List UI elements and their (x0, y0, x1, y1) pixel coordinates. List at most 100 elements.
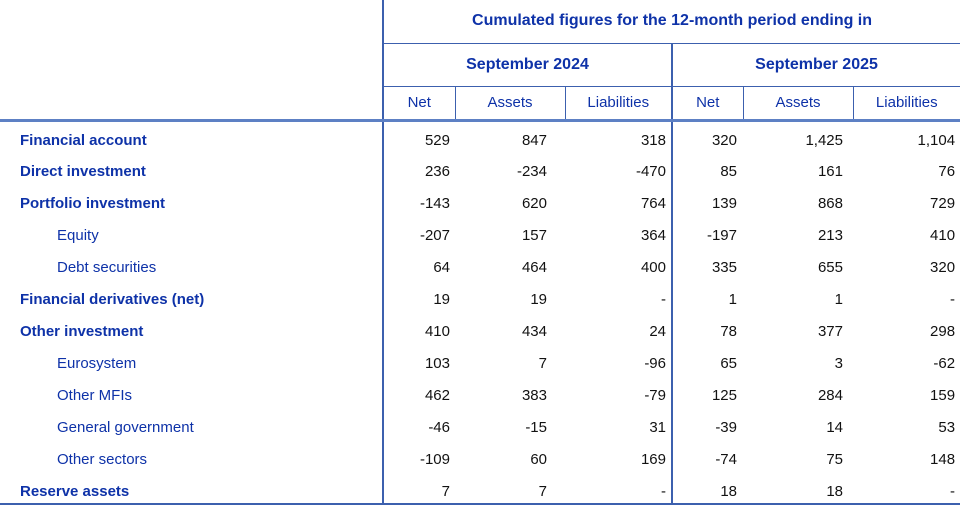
value-cell: 19 (530, 291, 547, 308)
period-header-september-2025: September 2025 (670, 43, 960, 87)
row-label: Debt securities (0, 248, 384, 280)
table-body: Financial account 529 847 318 320 1,425 1,104 D… (0, 120, 960, 505)
value-cell: -207 (419, 227, 450, 244)
value-cell: 31 (565, 408, 673, 440)
value-cell: 161 (817, 163, 843, 180)
value-cell: -109 (419, 451, 450, 468)
value-cell: 7 (455, 472, 565, 505)
value-cell: -96 (565, 344, 673, 376)
value-cell: 64 (433, 259, 450, 276)
value-cell: -79 (565, 376, 673, 408)
column-header-row: Net Assets Liabilities Net Assets Liabilities (0, 86, 960, 122)
value-cell: 410 (424, 323, 450, 340)
value-cell: 18 (743, 472, 853, 505)
value-cell: 1,425 (805, 131, 843, 149)
value-cell: 320 (930, 259, 956, 276)
value-cell: 148 (930, 451, 956, 468)
title-row: Cumulated figures for the 12-month perio… (0, 0, 960, 44)
table-row: Direct investment 236 -234 -470 85 161 76 (0, 152, 960, 184)
value-cell: 284 (817, 387, 843, 404)
value-cell: 529 (424, 131, 450, 149)
value-cell: 1 (834, 291, 843, 308)
row-label: Eurosystem (0, 344, 384, 376)
value-cell: 729 (930, 195, 956, 212)
value-cell: 85 (720, 163, 737, 180)
value-cell: 19 (433, 291, 450, 308)
table-row: Other investment 410 434 24 78 377 298 (0, 312, 960, 344)
value-cell: 320 (711, 131, 737, 149)
row-label: General government (0, 408, 384, 440)
value-cell: 169 (565, 440, 673, 472)
value-cell: 462 (424, 387, 450, 404)
value-cell: 76 (938, 163, 956, 180)
table-row: Reserve assets 7 7-18 18- (0, 472, 960, 505)
value-cell: 335 (711, 259, 737, 276)
value-cell: 159 (930, 387, 956, 404)
value-cell: 213 (817, 227, 843, 244)
table-row: Debt securities 64 464 400 335 655 320 (0, 248, 960, 280)
value-cell: -39 (715, 419, 737, 436)
column-header-assets-2024: Assets (454, 86, 565, 122)
value-cell: - (565, 280, 673, 312)
value-cell: 620 (521, 195, 547, 212)
table-row: Financial account 529 847 318 320 1,425 1,104 (0, 120, 960, 152)
value-cell: 377 (817, 323, 843, 340)
value-cell: 75 (826, 451, 843, 468)
row-label: Equity (0, 216, 384, 248)
value-cell: -470 (565, 152, 673, 184)
table-row: Portfolio investment -143 620 764 139 868 729 (0, 184, 960, 216)
value-cell: 318 (565, 120, 673, 152)
value-cell: -15 (525, 419, 547, 436)
column-header-net-2024: Net (383, 86, 455, 122)
value-cell: 464 (521, 259, 547, 276)
row-label: Direct investment (0, 152, 384, 184)
value-cell: 3 (834, 355, 843, 372)
table-row: General government -46 -15 31 -39 14 53 (0, 408, 960, 440)
value-cell: 78 (720, 323, 737, 340)
column-header-assets-2025: Assets (742, 86, 853, 122)
value-cell: 236 (424, 163, 450, 180)
value-cell: -234 (516, 163, 547, 180)
row-label: Other sectors (0, 440, 384, 472)
row-label: Financial derivatives (net) (0, 280, 384, 312)
value-cell: 655 (817, 259, 843, 276)
value-cell: 847 (521, 131, 547, 149)
column-header-net-2025: Net (671, 86, 743, 122)
row-label: Other investment (0, 312, 384, 344)
value-cell: 18 (672, 472, 743, 505)
row-label: Portfolio investment (0, 184, 384, 216)
table-row: Other sectors -109 60 169 -74 75 148 (0, 440, 960, 472)
value-cell: - (565, 472, 673, 505)
blank-label-cell (0, 86, 384, 122)
period-header-september-2024: September 2024 (383, 43, 672, 87)
blank-label-cell (0, 0, 384, 43)
column-header-liabilities-2024: Liabilities (564, 86, 672, 122)
value-cell: 103 (424, 355, 450, 372)
table-row: Equity -207 157 364 -197 213 410 (0, 216, 960, 248)
value-cell: 157 (521, 227, 547, 244)
row-label: Reserve assets (0, 472, 384, 505)
value-cell: 764 (565, 184, 673, 216)
table-row: Eurosystem 103 7 -96 65 3 -62 (0, 344, 960, 376)
value-cell: 7 (383, 472, 455, 505)
table-row: Other MFIs 462 383 -79 125 284 159 (0, 376, 960, 408)
value-cell: 298 (930, 323, 956, 340)
value-cell: 125 (711, 387, 737, 404)
value-cell: 65 (720, 355, 737, 372)
value-cell: 434 (521, 323, 547, 340)
table-row: Financial derivatives (net) 19 19 - 1 1 - (0, 280, 960, 312)
value-cell: 7 (538, 355, 547, 372)
value-cell: 53 (938, 419, 956, 436)
value-cell: -46 (428, 419, 450, 436)
value-cell: 1,104 (917, 131, 956, 149)
table-title: Cumulated figures for the 12-month perio… (383, 0, 960, 44)
row-label: Financial account (0, 120, 384, 152)
value-cell: 400 (565, 248, 673, 280)
value-cell: 383 (521, 387, 547, 404)
value-cell: 139 (711, 195, 737, 212)
value-cell: - (950, 291, 956, 308)
table-header: Cumulated figures for the 12-month perio… (0, 0, 960, 122)
value-cell: - (853, 472, 960, 505)
value-cell: 1 (728, 291, 737, 308)
